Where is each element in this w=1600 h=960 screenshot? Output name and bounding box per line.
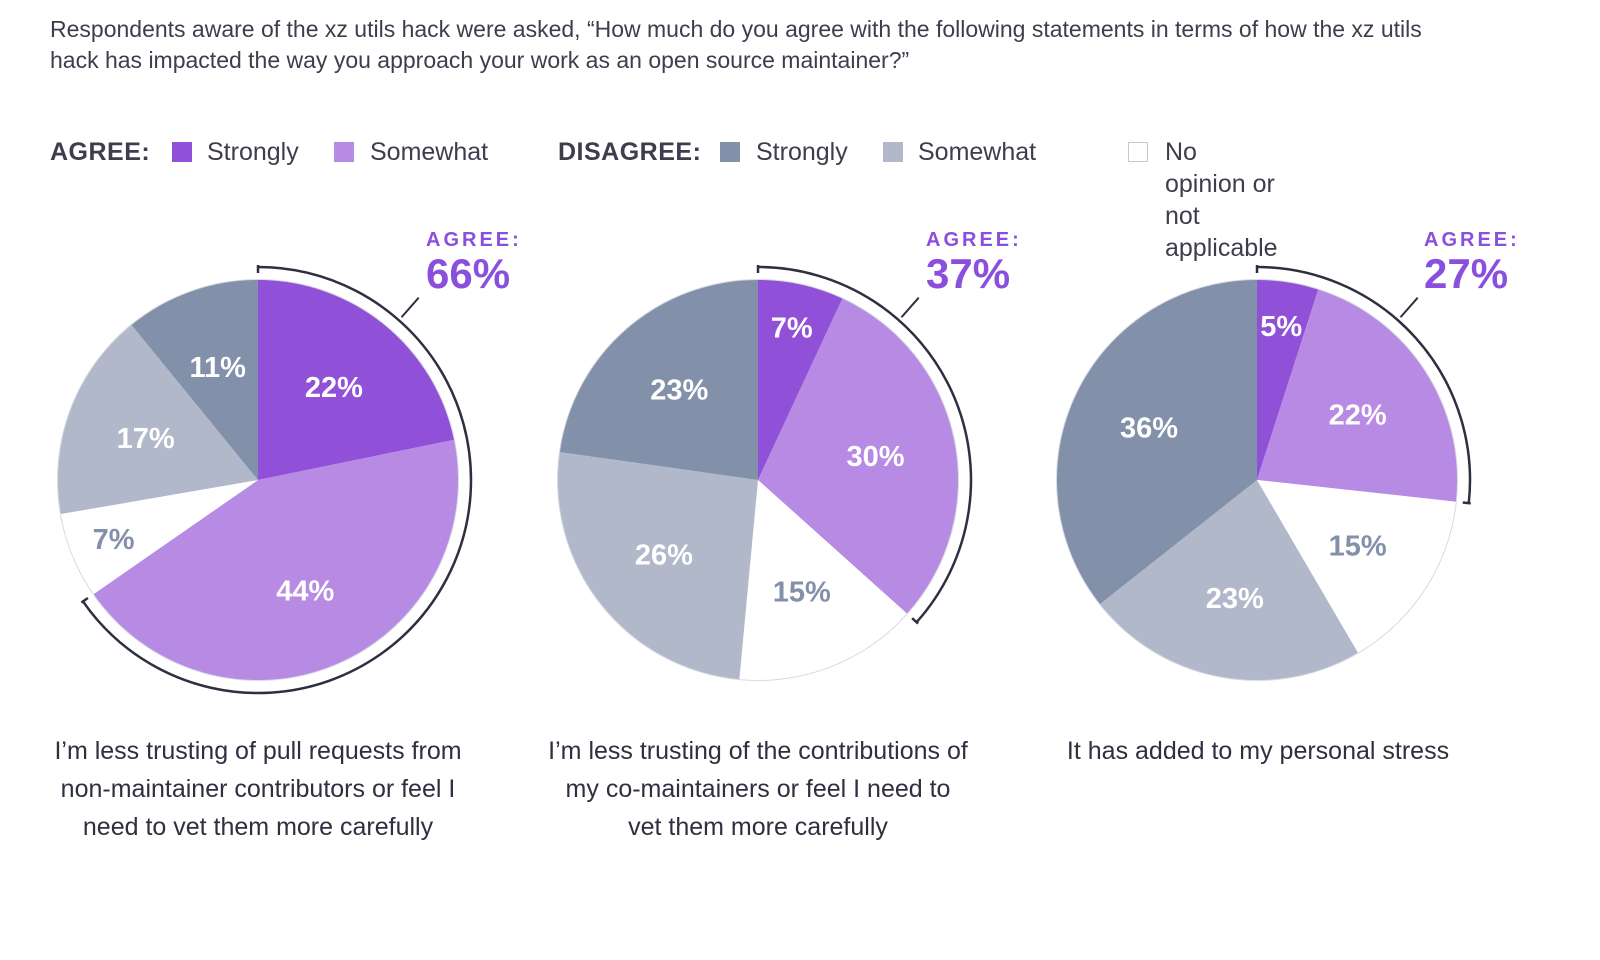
pie-2: 7% 30% 15% 26% 23% [557,265,973,681]
pie-slice-label: 23% [1206,583,1264,615]
legend-disagree-strongly: Strongly [756,138,848,166]
pie-slice-no-opinion [1257,480,1456,653]
pie-slice-label: 17% [117,423,175,455]
agree-tag-label-2: AGREE: [926,229,1022,251]
pie-slice-label: 5% [1260,311,1302,343]
pie-slice-no-opinion [60,480,258,595]
pie-slice-agree-somewhat [758,298,959,614]
agree-bracket-tick [1462,501,1471,505]
pie-slice-disagree-somewhat [57,325,258,515]
legend-agree-somewhat: Somewhat [370,138,489,166]
question-text: Respondents aware of the xz utils hack w… [50,16,1422,73]
caption-1: I’m less trusting of pull requests from … [54,737,462,841]
agree-total-1: 66% [426,250,511,297]
legend-disagree-somewhat: Somewhat [918,138,1037,166]
pie-slice-no-opinion [739,480,907,680]
legend-no-opinion: No opinion or not applicable [1165,138,1278,262]
pie-slice-label: 7% [771,313,813,345]
legend-agree-label: AGREE: [50,138,151,166]
pie-3: 5% 22% 15% 23% 36% [1056,265,1472,681]
pie-slice-disagree-somewhat [557,452,758,680]
pie-slice-label: 26% [635,539,693,571]
pie-slice-label: 22% [1329,400,1387,432]
legend-swatch-disagree-somewhat [883,142,903,162]
agree-bracket-arc [81,265,473,695]
agree-bracket-tick [911,617,919,625]
agree-total-3: 27% [1424,250,1509,297]
pie-slice-label: 36% [1120,413,1178,445]
pie-slice-agree-somewhat [93,439,458,680]
legend-agree-strongly: Strongly [207,138,299,166]
pie-slice-disagree-strongly [131,280,258,480]
agree-tag-2: AGREE: 37% [926,229,1022,297]
pie-slice-label: 23% [650,374,708,406]
legend-disagree-label: DISAGREE: [558,138,702,166]
legend-swatch-no-opinion [1128,142,1148,162]
pie-slice-agree-strongly [1257,280,1319,480]
agree-tag-label-1: AGREE: [426,229,522,251]
pie-1: 22% 44% 7% 17% 11% [57,265,473,695]
caption-3: It has added to my personal stress [1066,737,1450,765]
caption-2: I’m less trusting of the contributions o… [548,737,968,841]
pie-slice-agree-somewhat [1257,289,1457,502]
pie-slice-label: 15% [1329,530,1387,562]
pie-slice-label: 44% [276,575,334,607]
pie-slice-agree-strongly [758,280,843,480]
agree-bracket-tick [80,596,89,604]
pie-slice-label: 11% [190,352,247,384]
legend-swatch-disagree-strongly [720,142,740,162]
pie-slice-agree-strongly [258,280,454,480]
agree-bracket-arc [757,265,973,624]
agree-bracket-arc [1256,265,1472,504]
pie-slice-disagree-somewhat [1100,480,1358,680]
pie-slice-disagree-strongly [559,280,758,480]
agree-leader-line [1399,297,1419,318]
agree-leader-line [400,297,420,318]
pie-slice-disagree-strongly [1057,280,1257,605]
legend-swatch-agree-strongly [172,142,192,162]
legend-swatch-agree-somewhat [334,142,354,162]
agree-total-2: 37% [926,250,1011,297]
pie-slice-label: 15% [773,577,831,609]
agree-tag-label-3: AGREE: [1424,229,1520,251]
agree-tag-1: AGREE: 66% [426,229,522,297]
pie-slice-label: 30% [847,441,905,473]
pie-slice-label: 7% [93,524,135,556]
agree-leader-line [900,297,920,318]
agree-tag-3: AGREE: 27% [1424,229,1520,297]
pie-slice-label: 22% [305,372,363,404]
